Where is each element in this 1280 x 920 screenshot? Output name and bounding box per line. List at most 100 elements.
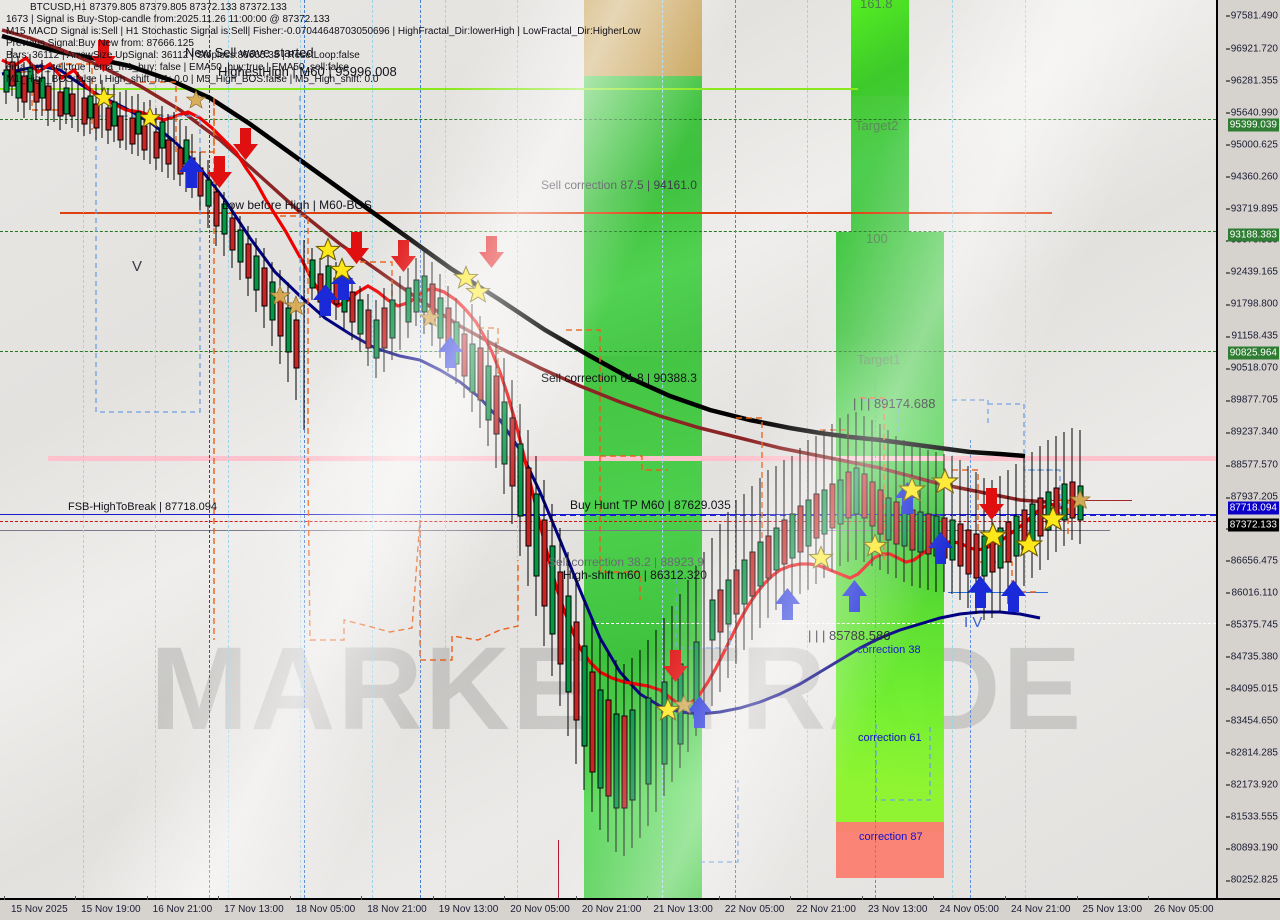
vmark-crimson-1 bbox=[209, 0, 210, 898]
vsep-1 bbox=[83, 0, 84, 898]
level-90825 bbox=[0, 351, 1216, 352]
level-dark-red-short bbox=[1046, 500, 1132, 501]
time-tick: 21 Nov 13:00 bbox=[653, 904, 713, 915]
level-93188 bbox=[0, 231, 1216, 232]
price-level-label[interactable]: 87718.094 bbox=[1227, 501, 1279, 515]
price-tick: 80252.825 bbox=[1225, 874, 1278, 886]
level-pink-band bbox=[48, 456, 1216, 461]
header-line-prev: Previous Signal:Buy New from: 87666.125 bbox=[6, 38, 194, 49]
price-tick: 91798.800 bbox=[1225, 298, 1278, 310]
time-tick-mark bbox=[933, 896, 935, 900]
level-fsb-dashed bbox=[520, 514, 1216, 516]
time-tick-mark bbox=[3, 896, 5, 900]
time-tick-mark bbox=[432, 896, 434, 900]
ema50-black-line bbox=[1, 33, 1026, 459]
time-tick: 18 Nov 05:00 bbox=[295, 904, 356, 915]
annotation-sell-correction-382: Sell correction 38.2 | 88923.9 bbox=[548, 555, 704, 569]
time-tick: 22 Nov 21:00 bbox=[796, 904, 856, 915]
price-tick: 83454.650 bbox=[1225, 715, 1278, 727]
price-tick: 95000.625 bbox=[1225, 139, 1278, 151]
price-tick: 90518.070 bbox=[1225, 362, 1278, 374]
time-tick: 19 Nov 13:00 bbox=[438, 904, 499, 915]
level-blue-short bbox=[948, 592, 1048, 593]
price-level-label[interactable]: 87372.133 bbox=[1227, 518, 1279, 532]
price-tick: 84735.380 bbox=[1225, 651, 1278, 663]
time-tick: 20 Nov 21:00 bbox=[581, 904, 642, 915]
vmark-crimson-2 bbox=[558, 840, 559, 898]
zone-resistance-top bbox=[584, 0, 702, 76]
vsep-11 bbox=[1025, 0, 1026, 898]
level-red-dashdot bbox=[0, 521, 1216, 522]
vsep-8 bbox=[662, 0, 663, 898]
header-line-macd: M15 MACD Signal is:Sell | H1 Stochastic … bbox=[6, 26, 641, 37]
time-tick: 26 Nov 05:00 bbox=[1154, 904, 1214, 915]
time-tick-mark bbox=[790, 896, 792, 900]
vsep-10 bbox=[952, 0, 953, 898]
price-tick: 87937.205 bbox=[1225, 491, 1278, 503]
annotation-sell-correction-618: Sell correction 61.8 | 90388.3 bbox=[541, 371, 697, 385]
vsep-5 bbox=[372, 0, 373, 898]
header-line-bos: M1_High_BOS:false | High_shift_m1: 0.0 |… bbox=[6, 74, 379, 85]
time-tick: 20 Nov 05:00 bbox=[510, 904, 570, 915]
time-tick: 25 Nov 13:00 bbox=[1082, 904, 1143, 915]
price-level-label[interactable]: 90825.964 bbox=[1227, 346, 1279, 360]
vsep-3 bbox=[228, 0, 229, 898]
price-tick: 80893.190 bbox=[1225, 842, 1278, 854]
time-tick-mark bbox=[861, 896, 863, 900]
time-axis[interactable]: 15 Nov 2025 15 Nov 19:00 16 Nov 21:00 17 No… bbox=[0, 896, 1280, 920]
price-axis[interactable]: 97581.490 96921.720 96281.355 95640.990 9500… bbox=[1216, 0, 1280, 898]
price-tick: 93719.895 bbox=[1225, 203, 1278, 215]
time-tick-mark bbox=[218, 896, 220, 900]
annotation-sell-correction-875: Sell correction 87.5 | 94161.0 bbox=[541, 178, 697, 192]
annotation-correction-87: correction 87 bbox=[859, 831, 923, 843]
zone-sell-21nov bbox=[584, 76, 702, 356]
time-tick-mark bbox=[575, 896, 577, 900]
time-tick-mark bbox=[1004, 896, 1006, 900]
vmark-blue-3 bbox=[735, 0, 736, 898]
chart-plot-area[interactable]: MARKETTRADE bbox=[0, 0, 1216, 898]
time-tick-mark bbox=[289, 896, 291, 900]
annotation-target2: Target2 bbox=[855, 118, 899, 133]
vmark-blue-1 bbox=[304, 0, 305, 898]
time-tick: 16 Nov 21:00 bbox=[152, 904, 213, 915]
header-line-symbol: BTCUSD,H1 87379.805 87379.805 87372.133 … bbox=[30, 2, 287, 13]
price-level-label[interactable]: 93188.383 bbox=[1227, 228, 1279, 242]
vsep-2 bbox=[155, 0, 156, 898]
overlay-new-sell-wave: New Sell wave started bbox=[185, 45, 314, 60]
price-level-label[interactable]: 95399.039 bbox=[1227, 118, 1279, 132]
time-tick-mark bbox=[75, 896, 77, 900]
price-tick: 86656.475 bbox=[1225, 555, 1278, 567]
time-tick-mark bbox=[504, 896, 506, 900]
annotation-fsb-hightobreak: FSB-HighToBreak | 87718.094 bbox=[68, 501, 217, 513]
time-tick: 22 Nov 05:00 bbox=[724, 904, 785, 915]
time-tick: 15 Nov 19:00 bbox=[81, 904, 141, 915]
annotation-level-89174: | | | 89174.688 bbox=[853, 396, 936, 411]
price-tick: 97581.490 bbox=[1225, 10, 1278, 22]
price-tick: 84095.015 bbox=[1225, 683, 1278, 695]
time-tick-mark bbox=[647, 896, 649, 900]
time-tick: 24 Nov 05:00 bbox=[939, 904, 999, 915]
sell-arrow-icon-group bbox=[91, 40, 1004, 682]
price-tick: 85375.745 bbox=[1225, 619, 1278, 631]
time-tick: 15 Nov 2025 bbox=[10, 904, 68, 915]
price-tick: 95640.990 bbox=[1225, 107, 1278, 119]
level-bright-green bbox=[0, 88, 858, 90]
time-tick-mark bbox=[1076, 896, 1078, 900]
time-tick-mark bbox=[1148, 896, 1150, 900]
level-m60-bos bbox=[60, 212, 1052, 214]
annotation-target1: Target1 bbox=[857, 352, 901, 367]
price-tick: 82814.285 bbox=[1225, 747, 1278, 759]
chart-info-header: BTCUSD,H1 87379.805 87379.805 87372.133 … bbox=[6, 2, 641, 86]
price-tick: 81533.555 bbox=[1225, 811, 1278, 822]
level-95399 bbox=[0, 119, 1216, 120]
ma-darkred-line bbox=[1, 28, 1047, 504]
ma-navy-line bbox=[1, 64, 1041, 716]
price-tick: 88577.570 bbox=[1225, 459, 1278, 471]
price-tick: 82173.920 bbox=[1225, 779, 1278, 791]
vsep-7 bbox=[517, 0, 518, 898]
time-tick-mark bbox=[718, 896, 720, 900]
price-tick: 86016.110 bbox=[1226, 587, 1278, 599]
time-tick-mark bbox=[146, 896, 148, 900]
price-tick: 94360.260 bbox=[1225, 171, 1278, 183]
